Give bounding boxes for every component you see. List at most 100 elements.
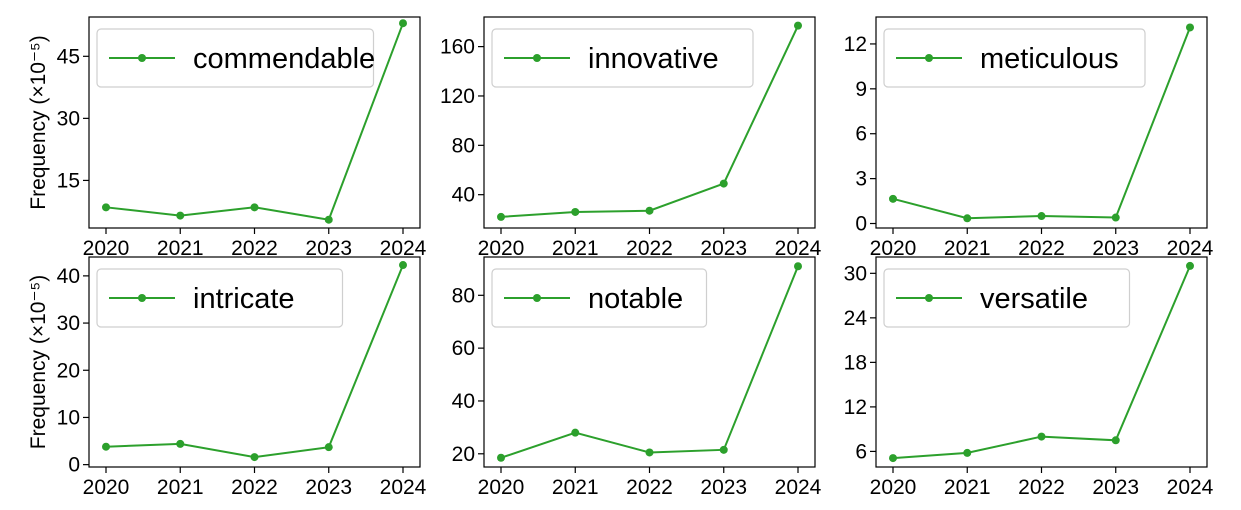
y-tick-label: 18 — [844, 351, 867, 374]
legend-box — [491, 268, 708, 328]
y-tick-label: 30 — [844, 262, 867, 285]
x-tick-label: 2024 — [1167, 476, 1214, 499]
data-point — [497, 453, 505, 462]
x-tick-label: 2021 — [944, 476, 991, 499]
legend: notable — [491, 268, 708, 328]
legend-marker-icon — [138, 294, 146, 302]
x-tick-label: 2023 — [305, 476, 352, 499]
legend-label: intricate — [193, 283, 295, 315]
data-point — [963, 214, 972, 223]
legend-marker-icon — [925, 294, 933, 302]
y-tick-label: 6 — [855, 440, 867, 463]
chart-panel-innovative: 40 80 120 160 2020 2021 2022 2023 2024 innovative — [440, 16, 822, 260]
data-point — [1186, 23, 1194, 32]
x-tick-label: 2023 — [700, 237, 747, 260]
legend-label: commendable — [193, 43, 375, 75]
y-tick-label: 60 — [452, 337, 475, 360]
x-tick-label: 2021 — [944, 237, 991, 260]
x-tick-label: 2020 — [478, 476, 525, 499]
legend-marker-icon — [138, 54, 146, 62]
chart-panel-commendable: 15 30 45 2020 2021 2022 2023 2024 Frequency (×10… — [27, 16, 427, 260]
data-point — [719, 445, 728, 454]
x-tick-label: 2021 — [157, 237, 204, 260]
data-point — [1111, 213, 1120, 222]
x-tick-label: 2024 — [1167, 237, 1214, 260]
y-tick-label: 0 — [68, 454, 80, 477]
y-tick-label: 6 — [855, 123, 867, 146]
y-tick-label: 10 — [57, 406, 80, 429]
x-tick-label: 2024 — [380, 476, 427, 499]
x-tick-label: 2022 — [1018, 237, 1065, 260]
data-point — [102, 203, 110, 212]
x-tick-label: 2023 — [305, 237, 352, 260]
y-tick-label: 15 — [57, 169, 80, 192]
legend-marker-icon — [925, 54, 933, 62]
x-tick-label: 2021 — [552, 237, 599, 260]
data-point — [719, 179, 728, 188]
data-point — [1037, 432, 1046, 441]
data-point — [571, 428, 580, 437]
legend-box — [883, 28, 1146, 88]
x-tick-label: 2021 — [157, 476, 204, 499]
y-tick-label: 40 — [452, 184, 475, 207]
x-tick-label: 2023 — [1092, 476, 1139, 499]
x-tick-label: 2022 — [626, 237, 673, 260]
legend: meticulous — [883, 28, 1146, 88]
y-tick-label: 3 — [855, 168, 867, 191]
data-point — [963, 448, 972, 457]
data-point — [889, 454, 897, 463]
y-tick-label: 45 — [57, 45, 80, 68]
x-tick-label: 2024 — [380, 237, 427, 260]
data-point — [645, 448, 654, 457]
y-tick-label: 12 — [844, 33, 867, 56]
y-tick-label: 40 — [57, 265, 80, 288]
x-tick-label: 2020 — [83, 237, 130, 260]
legend: innovative — [491, 28, 754, 88]
x-tick-label: 2023 — [1092, 237, 1139, 260]
data-point — [497, 212, 505, 221]
y-tick-label: 160 — [440, 36, 475, 59]
x-tick-label: 2022 — [231, 237, 278, 260]
data-point — [645, 206, 654, 215]
y-tick-label: 120 — [440, 85, 475, 108]
x-tick-label: 2020 — [870, 237, 917, 260]
data-point — [250, 203, 259, 212]
data-point — [324, 443, 333, 452]
legend: versatile — [883, 268, 1131, 328]
y-tick-label: 80 — [452, 134, 475, 157]
legend-box — [491, 28, 754, 88]
data-point — [250, 453, 259, 462]
chart-panel-intricate: 0 10 20 30 40 2020 2021 2022 2023 2024 Frequency (… — [27, 256, 427, 499]
x-tick-label: 2024 — [775, 476, 822, 499]
y-tick-label: 0 — [855, 213, 867, 236]
x-tick-label: 2024 — [775, 237, 822, 260]
y-tick-label: 80 — [452, 284, 475, 307]
x-tick-label: 2022 — [626, 476, 673, 499]
y-tick-label: 30 — [57, 107, 80, 130]
y-axis-label: Frequency (×10⁻⁵) — [27, 35, 50, 209]
y-tick-label: 9 — [855, 78, 867, 101]
legend-box — [96, 28, 375, 88]
data-point — [1037, 212, 1046, 221]
legend: commendable — [96, 28, 375, 88]
x-tick-label: 2020 — [870, 476, 917, 499]
data-point — [794, 262, 802, 271]
x-tick-label: 2021 — [552, 476, 599, 499]
y-tick-label: 20 — [57, 359, 80, 382]
y-tick-label: 30 — [57, 312, 80, 335]
legend-label: meticulous — [980, 43, 1119, 75]
data-point — [399, 19, 407, 28]
y-tick-label: 20 — [452, 443, 475, 466]
data-point — [176, 439, 185, 448]
data-point — [399, 261, 407, 270]
legend-box — [96, 268, 344, 328]
data-point — [324, 215, 333, 224]
data-point — [176, 211, 185, 220]
x-tick-label: 2022 — [231, 476, 278, 499]
legend-marker-icon — [533, 294, 541, 302]
data-point — [889, 194, 897, 203]
chart-panel-meticulous: 0 3 6 9 12 2020 2021 2022 2023 2024 meticulous — [844, 16, 1214, 260]
data-point — [102, 442, 110, 451]
data-point — [1186, 261, 1194, 270]
